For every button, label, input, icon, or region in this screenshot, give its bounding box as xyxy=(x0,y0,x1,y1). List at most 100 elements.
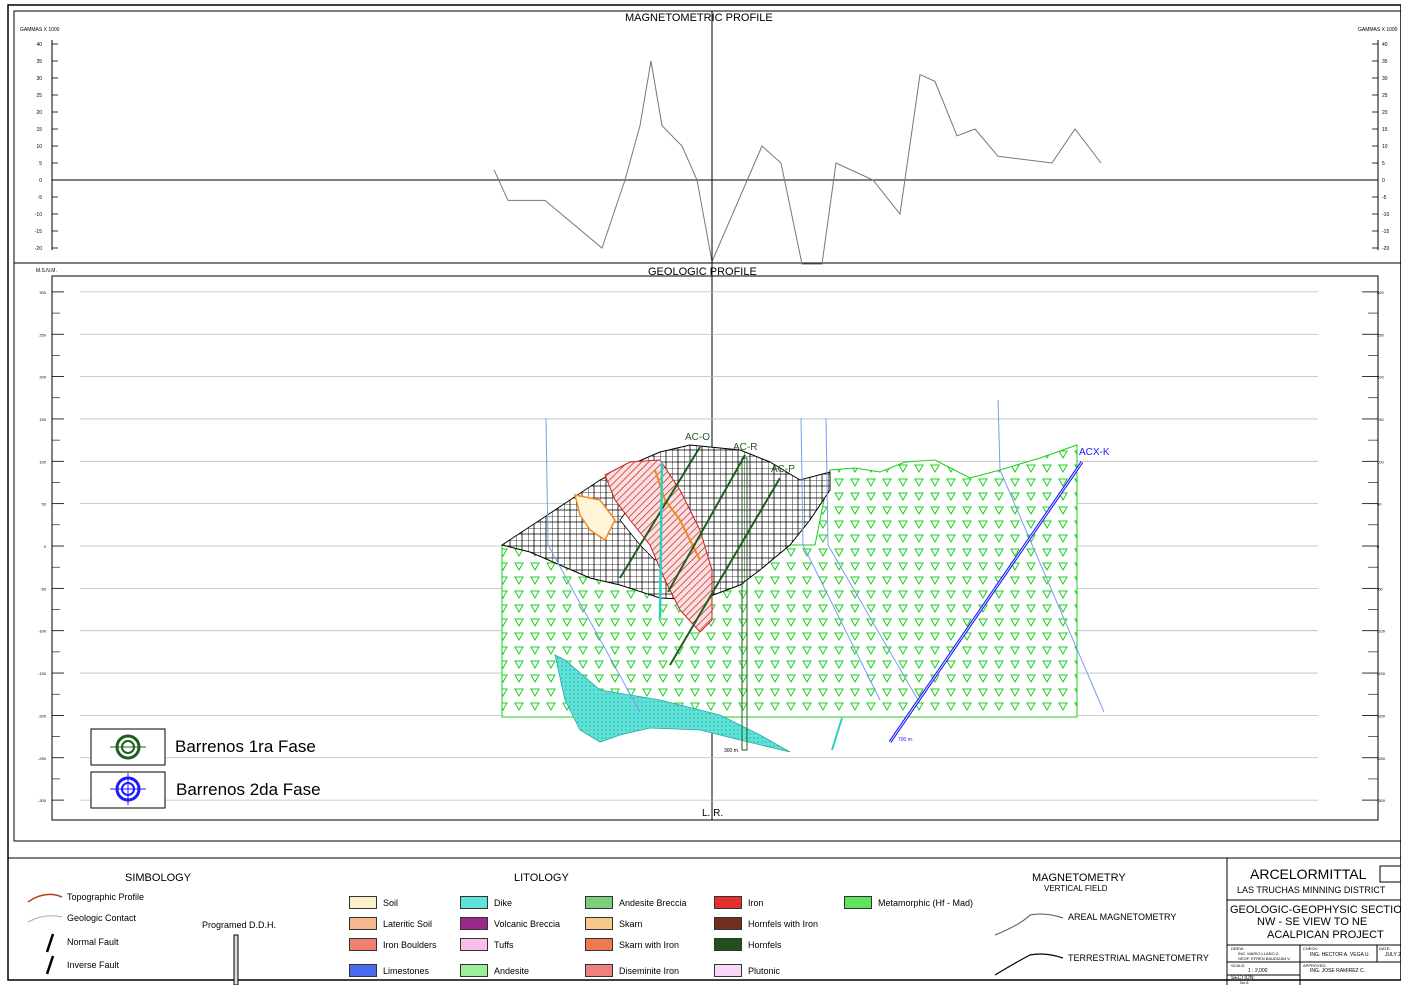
litology-swatch xyxy=(585,938,613,951)
simbology-inverse: Inverse Fault xyxy=(67,960,120,970)
drawing-frame xyxy=(13,10,1401,842)
phase1-label: Barrenos 1ra Fase xyxy=(175,737,316,756)
mag-tick-label: 40 xyxy=(1382,42,1388,48)
geo-tick-label: 200 xyxy=(39,375,46,380)
drew-label: DREW: xyxy=(1231,946,1245,951)
geo-title: GEOLOGIC PROFILE xyxy=(648,266,757,278)
mag-tick-label: 20 xyxy=(1382,110,1388,116)
geo-tick-label: 250 xyxy=(39,332,46,337)
litology-item: Lateritic Soil xyxy=(349,917,432,930)
section-title-2: NW - SE VIEW TO NE xyxy=(1257,916,1368,928)
drew-names-2: GEOF. EFREN BAUDIZAN V. xyxy=(1238,956,1291,961)
geo-tick-label: -50 xyxy=(1377,586,1384,591)
geo-tick-label: 150 xyxy=(1377,417,1384,422)
litology-item: Andesite Breccia xyxy=(585,896,687,909)
depth-label-700: 700 m. xyxy=(898,737,914,743)
mag-areal-label: AREAL MAGNETOMETRY xyxy=(1068,912,1177,922)
phase2-hole-core xyxy=(889,461,1083,743)
geo-tick-label: -150 xyxy=(1377,671,1386,676)
programed-ddh-label: Programed D.D.H. xyxy=(202,920,277,930)
normal-fault-icon xyxy=(45,933,55,953)
litology-item: Limestones xyxy=(349,964,429,977)
litology-label: Hornfels with Iron xyxy=(748,918,819,929)
litology-swatch xyxy=(349,917,377,930)
simbology-title: SIMBOLOGY xyxy=(125,872,192,884)
litology-label: Dike xyxy=(494,897,513,908)
geo-tick-label: -200 xyxy=(38,713,47,718)
section-label: SECTION: xyxy=(1231,975,1255,981)
litology-label: Hornfels xyxy=(748,939,782,950)
magnetometry-title: MAGNETOMETRY xyxy=(1032,872,1126,884)
dike-body xyxy=(554,654,791,753)
mag-tick-label: -10 xyxy=(1382,212,1389,218)
mag-tick-label: 5 xyxy=(39,161,42,167)
mag-axes: 40 40 35 35 30 30 25 25 20 20 15 15 10 10 5 5 0 0 -5 -5 -10 -… xyxy=(35,40,1389,252)
phase2-label: Barrenos 2da Fase xyxy=(176,780,321,799)
drew-names: ING. MARIO LLANO Z. xyxy=(1238,951,1280,956)
litology-label: Skarn xyxy=(619,918,643,929)
mag-tick-label: -10 xyxy=(35,212,42,218)
mag-series-line xyxy=(493,60,1102,265)
litology-swatch xyxy=(585,964,613,977)
litology-label: Skarn with Iron xyxy=(619,939,680,950)
litology-label: Volcanic Breccia xyxy=(494,918,561,929)
programed-holes xyxy=(545,399,1105,713)
mag-tick-label: -15 xyxy=(35,229,42,235)
mag-tick-label: 25 xyxy=(36,93,42,99)
geo-tick-label: 150 xyxy=(39,417,46,422)
litology-label: Iron xyxy=(748,897,764,908)
mag-title: MAGNETOMETRIC PROFILE xyxy=(625,12,773,24)
litology-label: Lateritic Soil xyxy=(383,918,433,929)
geo-unit: M.S.N.M. xyxy=(36,268,57,274)
mag-tick-label: 35 xyxy=(1382,59,1388,65)
mag-tick-label: 25 xyxy=(1382,93,1388,99)
section-value: No.8 xyxy=(1240,980,1249,985)
mag-tick-label: 15 xyxy=(1382,127,1388,133)
litology-swatch xyxy=(585,917,613,930)
litology-swatch xyxy=(460,964,488,977)
geo-tick-label: 300 xyxy=(1377,290,1384,295)
date-value: JULY 2 xyxy=(1385,952,1401,958)
simbology-contact: Geologic Contact xyxy=(67,913,137,923)
drill-label-acxk: ACX-K xyxy=(1079,447,1110,458)
litology-swatch xyxy=(349,938,377,951)
outer-frame xyxy=(7,4,1401,981)
litology-swatch xyxy=(349,896,377,909)
scale-value: 1 : 2,000 xyxy=(1248,968,1268,974)
geo-tick-label: 0 xyxy=(1377,544,1380,549)
litology-item: Dike xyxy=(460,896,512,909)
geo-tick-label: -100 xyxy=(38,629,47,634)
litology-title: LITOLOGY xyxy=(514,872,569,884)
litology-item: Plutonic xyxy=(714,964,780,977)
litology-swatch xyxy=(714,964,742,977)
geo-tick-label: 300 xyxy=(39,290,46,295)
mag-tick-label: -20 xyxy=(35,246,42,252)
litology-label: Diseminite Iron xyxy=(619,965,680,976)
litology-item: Andesite xyxy=(460,964,529,977)
simbology-topo: Topographic Profile xyxy=(67,892,145,902)
simbology-normal: Normal Fault xyxy=(67,937,119,947)
mag-tick-label: -5 xyxy=(1382,195,1387,201)
geo-tick-label: 100 xyxy=(1377,459,1384,464)
litology-item: Skarn xyxy=(585,917,643,930)
topographic-profile-icon xyxy=(27,893,63,903)
litology-swatch xyxy=(349,964,377,977)
litology-item: Hornfels xyxy=(714,938,782,951)
geo-plot-frame xyxy=(51,275,1379,821)
dike-hole xyxy=(658,461,664,619)
litology-item: Diseminite Iron xyxy=(585,964,679,977)
geo-tick-label: -250 xyxy=(38,756,47,761)
drill-label-acr: AC-R xyxy=(733,442,758,453)
geo-tick-label: -100 xyxy=(1377,629,1386,634)
geo-tick-label: 250 xyxy=(1377,332,1384,337)
mag-unit-left: GAMMAS X 1000 xyxy=(20,27,60,33)
litology-swatch xyxy=(844,896,872,909)
terrestrial-mag-icon xyxy=(994,953,1064,976)
dike-hole-2 xyxy=(831,717,843,751)
phase1-holes xyxy=(619,446,781,666)
metamorphic-body xyxy=(501,444,1078,718)
approved-label: APPROVED: xyxy=(1303,963,1327,968)
date-label: DATE: xyxy=(1379,946,1391,951)
litology-label: Iron Boulders xyxy=(383,939,437,950)
